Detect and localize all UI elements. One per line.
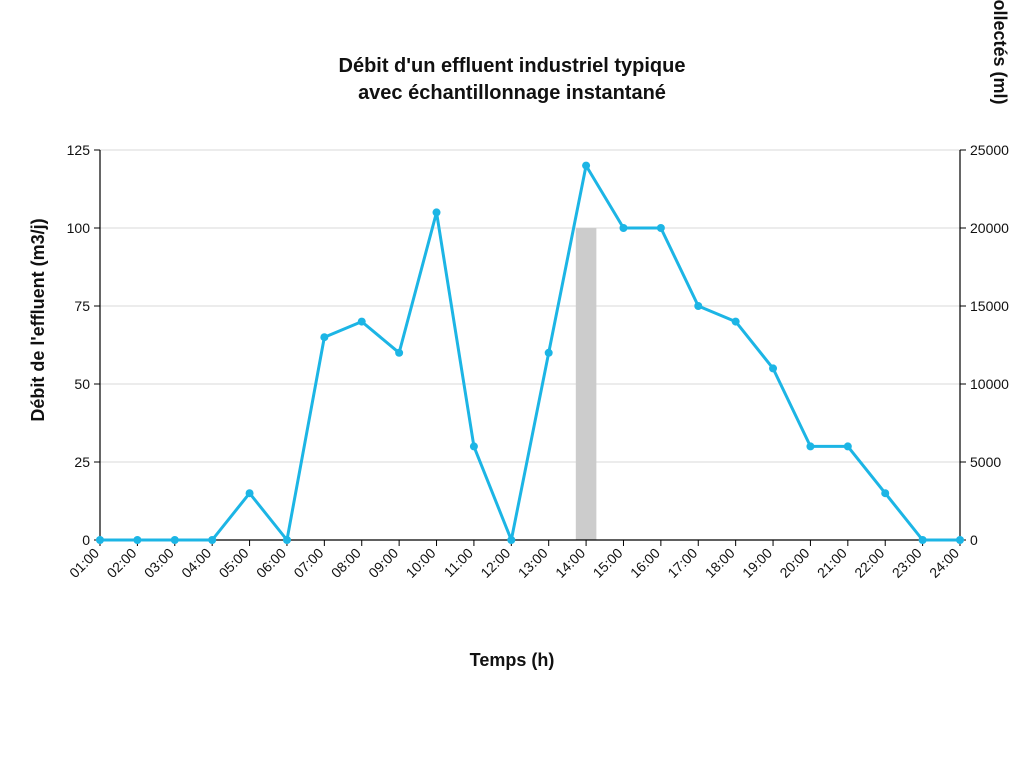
x-tick-label: 16:00: [627, 545, 663, 581]
flow-marker: [507, 536, 515, 544]
flow-marker: [919, 536, 927, 544]
flow-marker: [358, 318, 366, 326]
flow-marker: [96, 536, 104, 544]
y-left-axis-label: Débit de l'effluent (m3/j): [28, 150, 49, 490]
y-right-tick-label: 10000: [970, 376, 1009, 392]
chart-container: Débit d'un effluent industriel typique a…: [0, 0, 1024, 768]
x-tick-label: 01:00: [66, 545, 102, 581]
flow-marker: [582, 162, 590, 170]
x-tick-label: 03:00: [141, 545, 177, 581]
flow-marker: [545, 349, 553, 357]
y-left-tick-label: 125: [67, 142, 91, 158]
x-tick-label: 11:00: [441, 545, 477, 581]
x-axis-label: Temps (h): [0, 650, 1024, 671]
x-tick-label: 19:00: [739, 545, 775, 581]
flow-marker: [806, 442, 814, 450]
y-left-tick-label: 25: [74, 454, 90, 470]
x-tick-label: 20:00: [776, 545, 812, 581]
x-tick-label: 17:00: [664, 545, 700, 581]
flow-marker: [881, 489, 889, 497]
x-tick-label: 13:00: [515, 545, 551, 581]
x-tick-label: 15:00: [590, 545, 626, 581]
flow-marker: [769, 364, 777, 372]
flow-marker: [395, 349, 403, 357]
flow-marker: [694, 302, 702, 310]
x-tick-label: 24:00: [926, 545, 962, 581]
y-left-tick-label: 100: [67, 220, 91, 236]
y-left-tick-label: 50: [74, 376, 90, 392]
x-tick-label: 07:00: [290, 545, 326, 581]
x-tick-label: 05:00: [216, 545, 252, 581]
y-left-tick-label: 75: [74, 298, 90, 314]
x-tick-label: 02:00: [103, 545, 139, 581]
flow-marker: [208, 536, 216, 544]
flow-marker: [283, 536, 291, 544]
flow-marker: [657, 224, 665, 232]
flow-marker: [619, 224, 627, 232]
chart-title-line1: Débit d'un effluent industriel typique: [0, 55, 1024, 78]
y-right-tick-label: 15000: [970, 298, 1009, 314]
y-right-tick-label: 20000: [970, 220, 1009, 236]
flow-marker: [956, 536, 964, 544]
chart-title-line2: avec échantillonnage instantané: [0, 82, 1024, 105]
x-tick-label: 06:00: [253, 545, 289, 581]
x-tick-label: 10:00: [403, 545, 439, 581]
x-tick-label: 21:00: [814, 545, 850, 581]
y-right-tick-label: 5000: [970, 454, 1001, 470]
x-tick-label: 09:00: [365, 545, 401, 581]
sample-bar: [576, 228, 597, 540]
flow-marker: [133, 536, 141, 544]
flow-marker: [433, 208, 441, 216]
flow-marker: [470, 442, 478, 450]
x-tick-label: 18:00: [702, 545, 738, 581]
x-tick-label: 23:00: [889, 545, 925, 581]
x-tick-label: 14:00: [552, 545, 588, 581]
flow-marker: [171, 536, 179, 544]
flow-marker: [732, 318, 740, 326]
x-tick-label: 22:00: [851, 545, 887, 581]
y-right-tick-label: 0: [970, 532, 978, 548]
x-tick-label: 04:00: [178, 545, 214, 581]
flow-marker: [844, 442, 852, 450]
y-right-axis-label: Volume d'échantillons collectés (ml): [989, 0, 1010, 150]
flow-marker: [246, 489, 254, 497]
x-tick-label: 08:00: [328, 545, 364, 581]
flow-marker: [320, 333, 328, 341]
x-tick-label: 12:00: [477, 545, 513, 581]
